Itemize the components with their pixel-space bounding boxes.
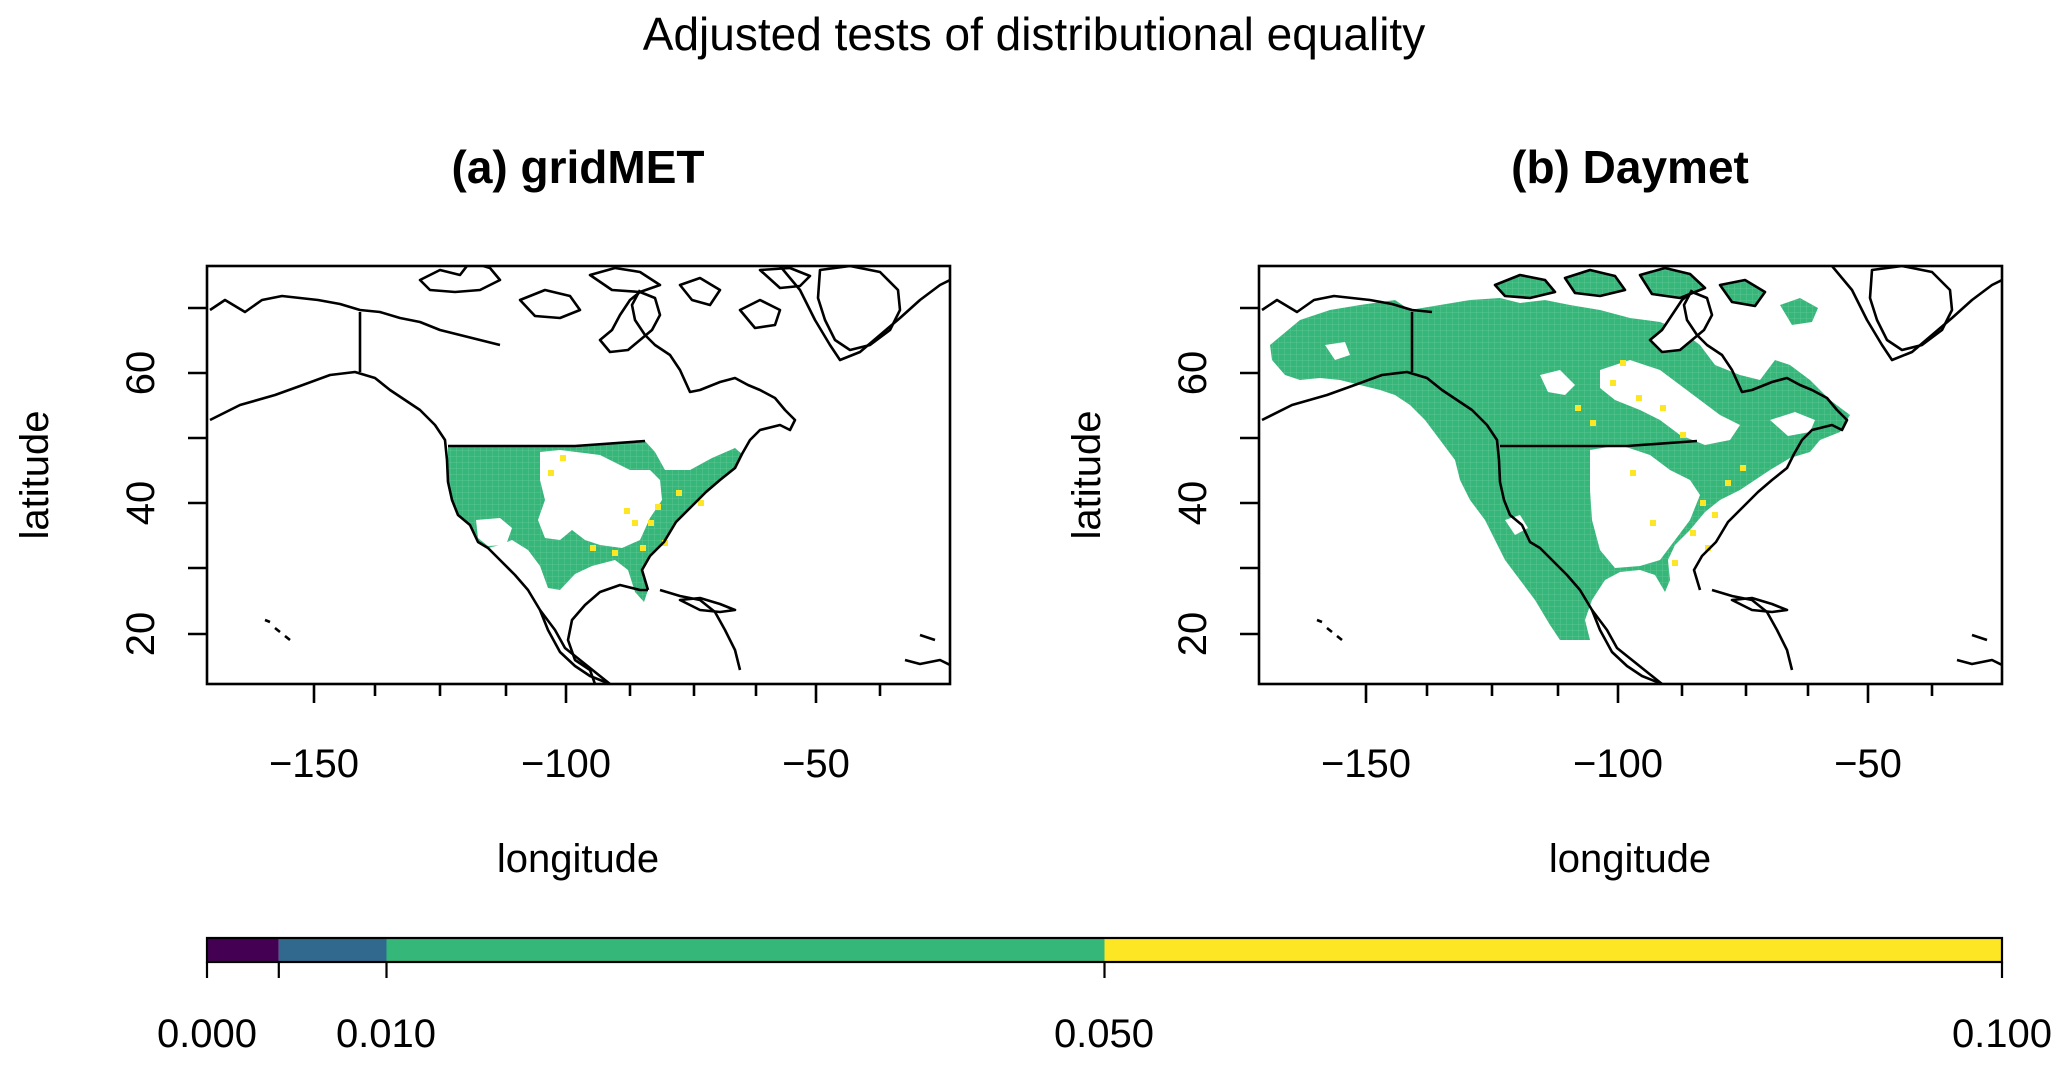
panel-a-y-tick-label: 20: [119, 612, 163, 657]
colorbar-tick-label: 0.000: [157, 1012, 257, 1056]
panel-a-plot-frame: [205, 264, 952, 686]
panel-b-y-tick-label: 40: [1171, 481, 1215, 526]
panel-b-yellow-cells: [1575, 360, 1746, 566]
panel-b-land-fill: [1270, 298, 1850, 640]
panel-b: (b) Daymet: [1065, 141, 2004, 881]
colorbar-segment: [278, 938, 387, 962]
panel-a-x-tick-label: −150: [269, 742, 359, 786]
colorbar-segments: [207, 938, 2002, 962]
panel-a-y-tick-label: 40: [119, 481, 163, 526]
panel-a-x-axis-label: longitude: [497, 837, 659, 881]
panel-b-x-tick-label: −150: [1321, 742, 1411, 786]
colorbar-ticks: [205, 962, 2004, 978]
panel-b-arctic-islands-fill: [1495, 268, 1818, 325]
panel-b-white-regions: [1325, 292, 1815, 592]
colorbar-tick-label: 0.010: [336, 1012, 436, 1056]
panel-b-x-axis: [1364, 684, 1934, 703]
panel-a: (a) gridMET: [13, 141, 952, 881]
panel-b-y-axis-label: latitude: [1065, 411, 1109, 540]
colorbar-tick-label: 0.100: [1952, 1012, 2052, 1056]
colorbar-segment: [207, 938, 279, 962]
panel-b-coastlines: [1261, 266, 2002, 684]
panel-a-y-axis-label: latitude: [13, 411, 57, 540]
panel-a-x-axis: [312, 684, 882, 703]
panel-a-map: [209, 266, 950, 684]
panel-b-x-tick-label: −100: [1573, 742, 1663, 786]
panel-a-y-tick-label: 60: [119, 351, 163, 396]
colorbar-tick-label: 0.050: [1054, 1012, 1154, 1056]
panel-a-yellow-cells: [548, 455, 704, 556]
panel-b-y-axis: [1240, 306, 1259, 636]
colorbar-segment: [1104, 938, 2002, 962]
panel-b-map: [1261, 266, 2002, 684]
colorbar-segment: [386, 938, 1105, 962]
panel-b-x-axis-label: longitude: [1549, 837, 1711, 881]
panel-a-x-tick-label: −100: [521, 742, 611, 786]
panel-b-x-tick-label: −50: [1834, 742, 1902, 786]
panel-a-title: (a) gridMET: [452, 141, 705, 193]
panel-b-y-tick-label: 60: [1171, 351, 1215, 396]
panel-b-plot-frame: [1257, 264, 2004, 686]
panel-b-y-tick-label: 20: [1171, 612, 1215, 657]
colorbar: 0.000 0.010 0.050 0.100: [157, 936, 2052, 1056]
panel-a-y-axis: [188, 306, 207, 636]
panel-a-white-region: [538, 450, 662, 548]
panel-a-coastlines: [209, 266, 950, 684]
panel-b-title: (b) Daymet: [1511, 141, 1749, 193]
panel-a-x-tick-label: −50: [782, 742, 850, 786]
figure-title: Adjusted tests of distributional equalit…: [643, 8, 1425, 60]
panel-a-white-patch-sw: [476, 518, 512, 546]
